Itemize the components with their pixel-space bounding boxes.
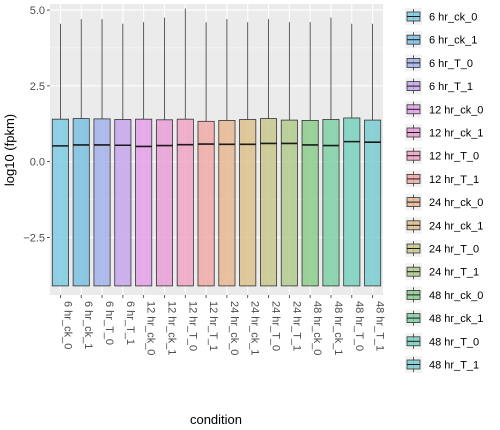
y-tick-label: 0.0 [30, 157, 45, 169]
box [51, 118, 69, 287]
boxes [51, 8, 382, 287]
x-tick-label: 24 hr_T_0 [270, 301, 282, 351]
legend-label: 12 hr_ck_0 [429, 104, 483, 116]
box [301, 120, 319, 287]
legend-label: 12 hr_T_0 [429, 151, 479, 163]
x-tick-label: 24 hr_T_1 [290, 301, 302, 351]
axes: −2.5 0.0 2.5 5.0 6 hr_ck_0 6 hr_ck_1 6 hr_T_0 6… [23, 5, 385, 355]
legend: 6 hr_ck_0 6 hr_ck_1 6 hr_T_0 6 hr_T_1 12 hr_… [405, 8, 483, 373]
x-tick-label: 48 hr_T_1 [374, 301, 386, 351]
x-tick-label: 6 hr_ck_0 [61, 301, 73, 349]
box [72, 118, 90, 287]
x-tick-label: 12 hr_ck_0 [145, 301, 157, 355]
legend-label: 48 hr_ck_0 [429, 290, 483, 302]
box [280, 119, 298, 287]
legend-label: 24 hr_ck_1 [429, 220, 483, 232]
legend-label: 12 hr_T_1 [429, 174, 479, 186]
y-axis-title: log10 (fpkm) [2, 114, 17, 186]
legend-label: 48 hr_ck_1 [429, 313, 483, 325]
x-tick-label: 12 hr_T_0 [186, 301, 198, 351]
box [176, 118, 194, 287]
legend-label: 6 hr_T_0 [429, 58, 473, 70]
x-tick-label: 12 hr_ck_1 [165, 301, 177, 355]
legend-label: 24 hr_T_1 [429, 267, 479, 279]
box [197, 120, 215, 287]
box [322, 119, 340, 287]
y-tick-label: 2.5 [30, 81, 45, 93]
box [93, 118, 111, 287]
box [239, 119, 257, 287]
x-axis-title: condition [190, 412, 242, 427]
x-tick-label: 6 hr_ck_1 [82, 301, 94, 349]
legend-label: 6 hr_T_1 [429, 81, 473, 93]
box [364, 119, 382, 287]
legend-label: 48 hr_T_1 [429, 360, 479, 372]
legend-label: 6 hr_ck_0 [429, 12, 477, 24]
y-tick-label: 5.0 [30, 5, 45, 17]
legend-label: 12 hr_ck_1 [429, 128, 483, 140]
x-tick-label: 48 hr_ck_1 [332, 301, 344, 355]
box [135, 118, 153, 287]
legend-label: 24 hr_T_0 [429, 244, 479, 256]
x-tick-label: 48 hr_T_0 [353, 301, 365, 351]
x-tick-label: 6 hr_T_0 [103, 301, 115, 345]
x-tick-label: 24 hr_ck_1 [249, 301, 261, 355]
box [155, 119, 173, 287]
x-tick-label: 6 hr_T_1 [124, 301, 136, 345]
legend-label: 48 hr_T_0 [429, 336, 479, 348]
y-tick-label: −2.5 [23, 232, 45, 244]
x-tick-label: 12 hr_T_1 [207, 301, 219, 351]
x-tick-label: 24 hr_ck_0 [228, 301, 240, 355]
box [260, 118, 278, 287]
x-tick-label: 48 hr_ck_0 [311, 301, 323, 355]
box [218, 120, 236, 287]
legend-label: 24 hr_ck_0 [429, 197, 483, 209]
legend-label: 6 hr_ck_1 [429, 35, 477, 47]
box [114, 119, 132, 287]
box [343, 117, 361, 287]
